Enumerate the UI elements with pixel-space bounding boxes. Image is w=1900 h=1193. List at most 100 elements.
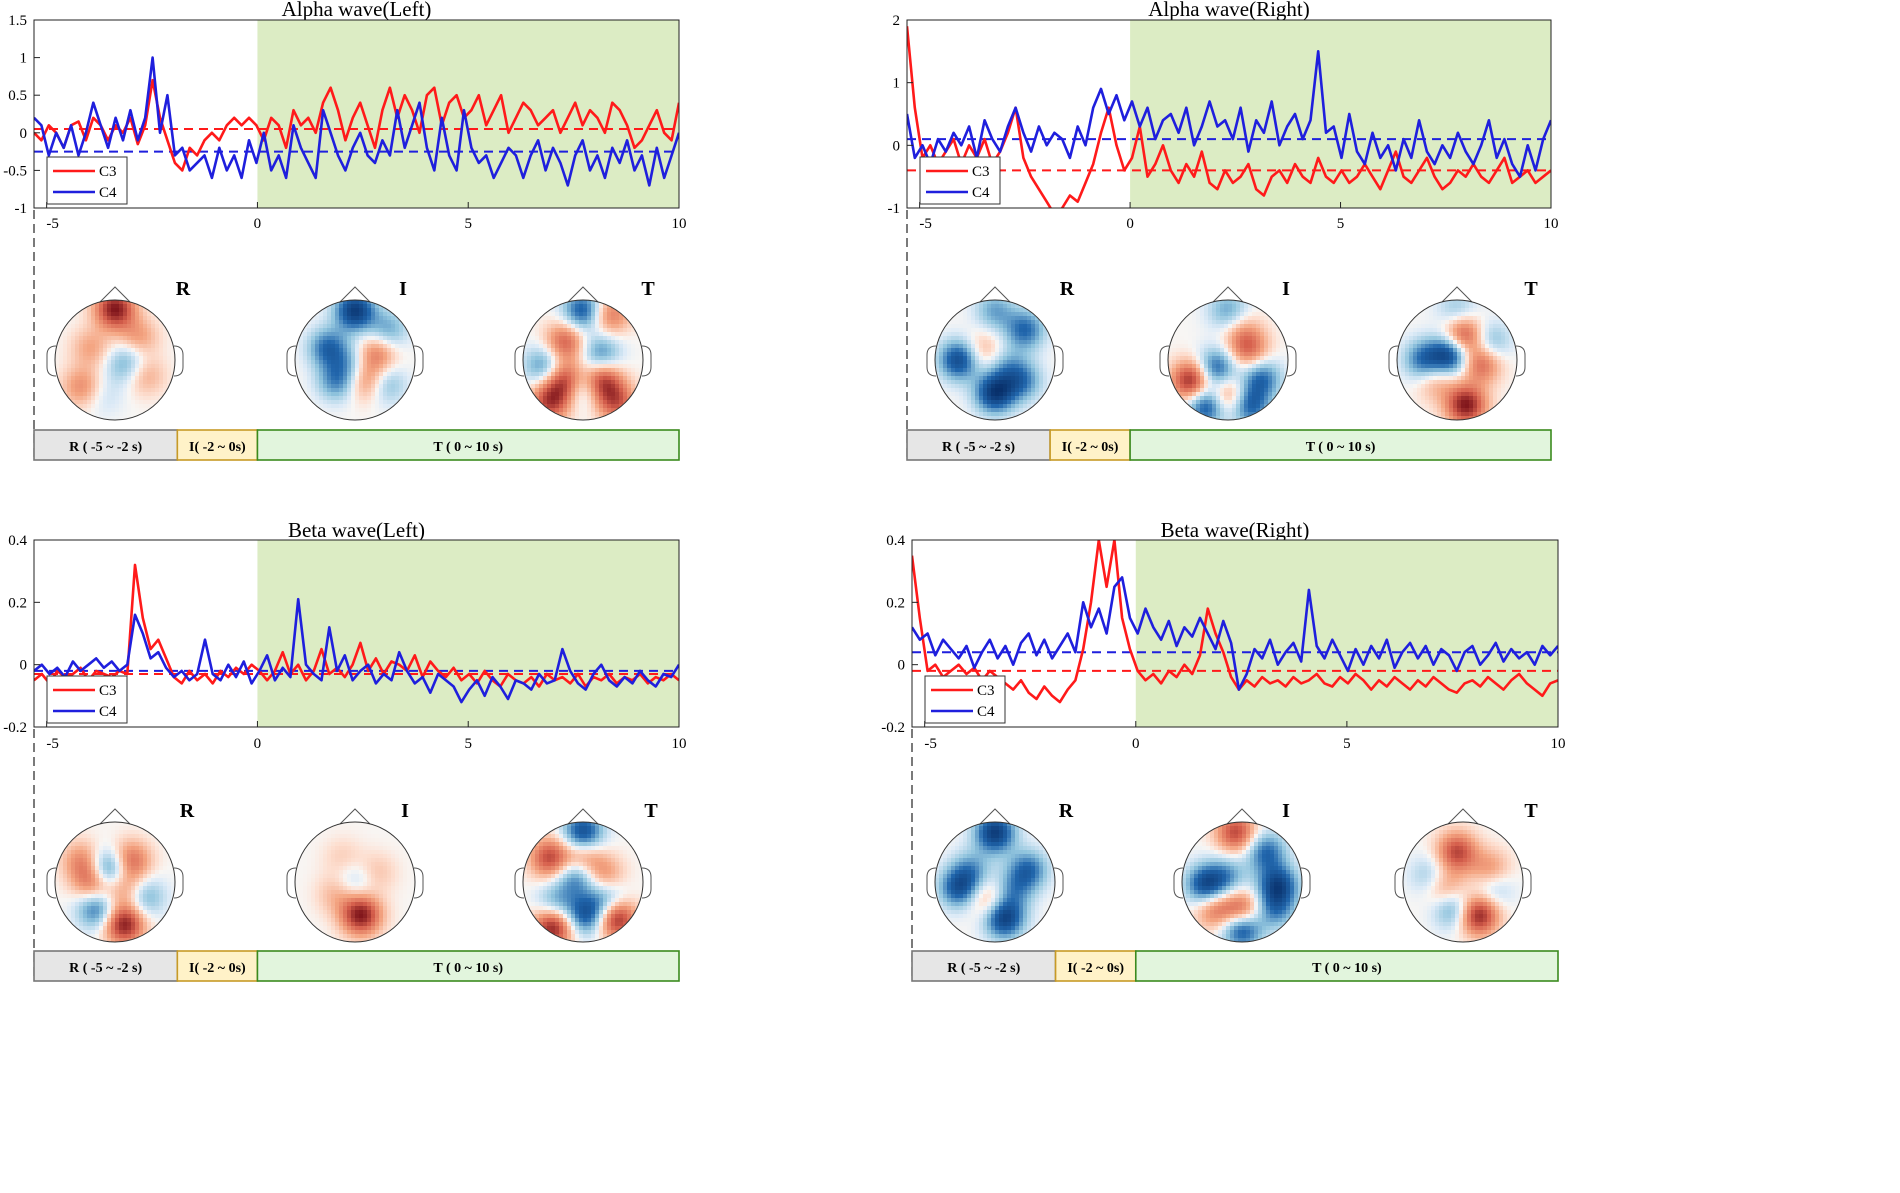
x-tick-label: -5 <box>924 736 937 752</box>
x-tick-label: 10 <box>672 736 687 752</box>
phase-box-t <box>256 950 680 982</box>
x-tick-label: 10 <box>1551 736 1566 752</box>
head-nose <box>339 286 371 303</box>
y-tick-label: 0.2 <box>886 595 905 611</box>
x-tick-label: 0 <box>1132 736 1140 752</box>
legend-label-c3: C3 <box>99 164 117 180</box>
legend-box <box>46 675 128 724</box>
topomap-0-2: T <box>514 278 655 421</box>
head-right-ear <box>173 867 184 899</box>
phase-label-t: T ( 0 ~ 10 s) <box>1312 961 1382 976</box>
phase-box-i <box>1054 950 1137 982</box>
y-tick-label: 0.5 <box>8 88 27 104</box>
x-tick-label: 5 <box>1337 216 1345 232</box>
topomap-label-0: R <box>1059 800 1074 822</box>
topomap-0-1: I <box>286 278 424 421</box>
phase-box-i <box>176 429 259 461</box>
topomap-3-0: R <box>926 800 1074 943</box>
x-tick-label: -5 <box>919 216 932 232</box>
y-tick-label: 0.4 <box>886 533 905 549</box>
head-right-ear <box>173 345 184 377</box>
head-nose <box>1212 286 1244 303</box>
topomap-field <box>1182 822 1302 942</box>
head-right-ear <box>1286 345 1297 377</box>
task-region-shading <box>1135 540 1558 727</box>
x-tick-label: 5 <box>464 736 472 752</box>
y-tick-label: 0 <box>20 658 28 674</box>
y-tick-label: -0.2 <box>3 720 27 736</box>
topomap-1-2: T <box>1388 278 1538 421</box>
y-tick-label: 0 <box>20 126 28 142</box>
series-line-c4 <box>34 597 679 704</box>
phase-box-r <box>33 950 179 982</box>
topomap-1-1: I <box>1159 278 1297 421</box>
head-nose <box>567 808 599 825</box>
head-nose <box>99 286 131 303</box>
phase-box-t <box>1129 429 1552 461</box>
head-outline <box>294 299 416 421</box>
phase-label-i: I( -2 ~ 0s) <box>189 440 246 455</box>
head-left-ear <box>46 867 57 899</box>
head-outline <box>934 299 1056 421</box>
y-tick-label: 1 <box>893 76 901 92</box>
phase-label-r: R ( -5 ~ -2 s) <box>947 961 1020 976</box>
phase-box-r <box>911 950 1057 982</box>
head-right-ear <box>1053 345 1064 377</box>
series-line-c3 <box>912 540 1558 704</box>
phase-label-t: T ( 0 ~ 10 s) <box>433 440 503 455</box>
head-nose <box>99 808 131 825</box>
head-left-ear <box>1159 345 1170 377</box>
topomap-label-1: I <box>1282 800 1290 822</box>
topomap-label-0: R <box>180 800 195 822</box>
x-tick-label: 10 <box>1544 216 1559 232</box>
legend-label-c4: C4 <box>99 185 117 201</box>
topomap-label-1: I <box>401 800 409 822</box>
topomap-label-2: T <box>1524 278 1538 300</box>
head-left-ear <box>1394 867 1405 899</box>
phase-box-r <box>906 429 1051 461</box>
y-tick-label: -1 <box>15 201 28 217</box>
legend-label-c4: C4 <box>972 185 990 201</box>
task-region-shading <box>257 540 679 727</box>
plot-frame <box>33 539 680 728</box>
legend-box <box>46 156 128 205</box>
head-nose <box>1226 808 1258 825</box>
head-nose <box>567 286 599 303</box>
chart-title: Beta wave(Right) <box>1161 518 1310 542</box>
y-tick-label: 1.5 <box>8 13 27 29</box>
task-region-shading <box>1130 20 1551 208</box>
x-tick-label: -5 <box>46 216 59 232</box>
panel-3: Beta wave(Right) 0.4 0.2 0 -0.2 -5 0 5 10 C3 C4 R (… <box>881 518 1566 982</box>
y-tick-label: 1 <box>20 51 28 67</box>
panel-0: Alpha wave(Left) 1.5 1 0.5 0 -0.5 -1 -5 0 5 10 C3 C4… <box>3 0 687 461</box>
head-outline <box>522 821 644 943</box>
head-outline <box>1402 821 1524 943</box>
series-line-c3 <box>34 78 679 172</box>
x-tick-label: 5 <box>1343 736 1351 752</box>
legend-box <box>919 156 1001 205</box>
panel-2: Beta wave(Left) 0.4 0.2 0 -0.2 -5 0 5 10 C3 C4 R ( … <box>3 518 687 982</box>
topomap-1-0: R <box>926 278 1075 421</box>
topomap-field <box>523 822 643 942</box>
head-nose <box>339 808 371 825</box>
head-right-ear <box>1515 345 1526 377</box>
phase-label-r: R ( -5 ~ -2 s) <box>69 961 142 976</box>
topomap-label-2: T <box>644 800 658 822</box>
topomap-field <box>295 300 415 420</box>
y-tick-label: 2 <box>893 13 901 29</box>
topomap-label-2: T <box>641 278 655 300</box>
topomap-3-2: T <box>1394 800 1538 943</box>
chart-title: Alpha wave(Right) <box>1148 0 1310 21</box>
x-tick-label: 10 <box>672 216 687 232</box>
phase-label-i: I( -2 ~ 0s) <box>1062 440 1119 455</box>
phase-box-t <box>256 429 680 461</box>
head-outline <box>1181 821 1303 943</box>
head-right-ear <box>641 345 652 377</box>
head-left-ear <box>286 867 297 899</box>
topomap-label-1: I <box>1282 278 1290 300</box>
head-left-ear <box>286 345 297 377</box>
phase-label-t: T ( 0 ~ 10 s) <box>1306 440 1376 455</box>
head-right-ear <box>1053 867 1064 899</box>
y-tick-label: -1 <box>888 201 901 217</box>
